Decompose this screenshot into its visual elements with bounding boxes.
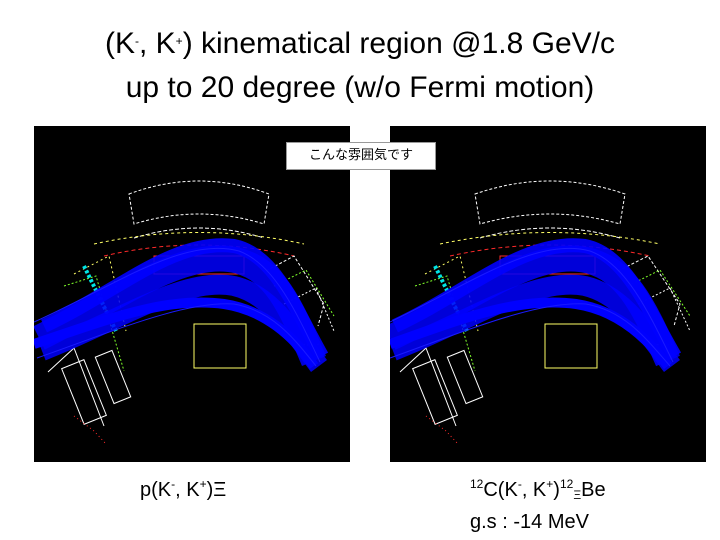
right-spectrometer-display <box>390 180 691 445</box>
slide-title: (K-, K+) kinematical region @1.8 GeV/c u… <box>0 22 720 110</box>
title-line-1: (K-, K+) kinematical region @1.8 GeV/c <box>104 27 615 60</box>
left-caption: p(K-, K+)Ξ <box>140 477 227 501</box>
right-simulation-panel <box>390 126 706 462</box>
right-caption: 12C(K-, K+)12ΞBe <box>470 477 606 502</box>
title-line-2: up to 20 degree (w/o Fermi motion) <box>125 71 595 104</box>
left-simulation-panel <box>34 126 350 462</box>
annotation-note: こんな雰囲気です <box>286 142 436 170</box>
ground-state-energy: g.s : -14 MeV <box>470 511 589 533</box>
left-spectrometer-display <box>34 180 335 445</box>
